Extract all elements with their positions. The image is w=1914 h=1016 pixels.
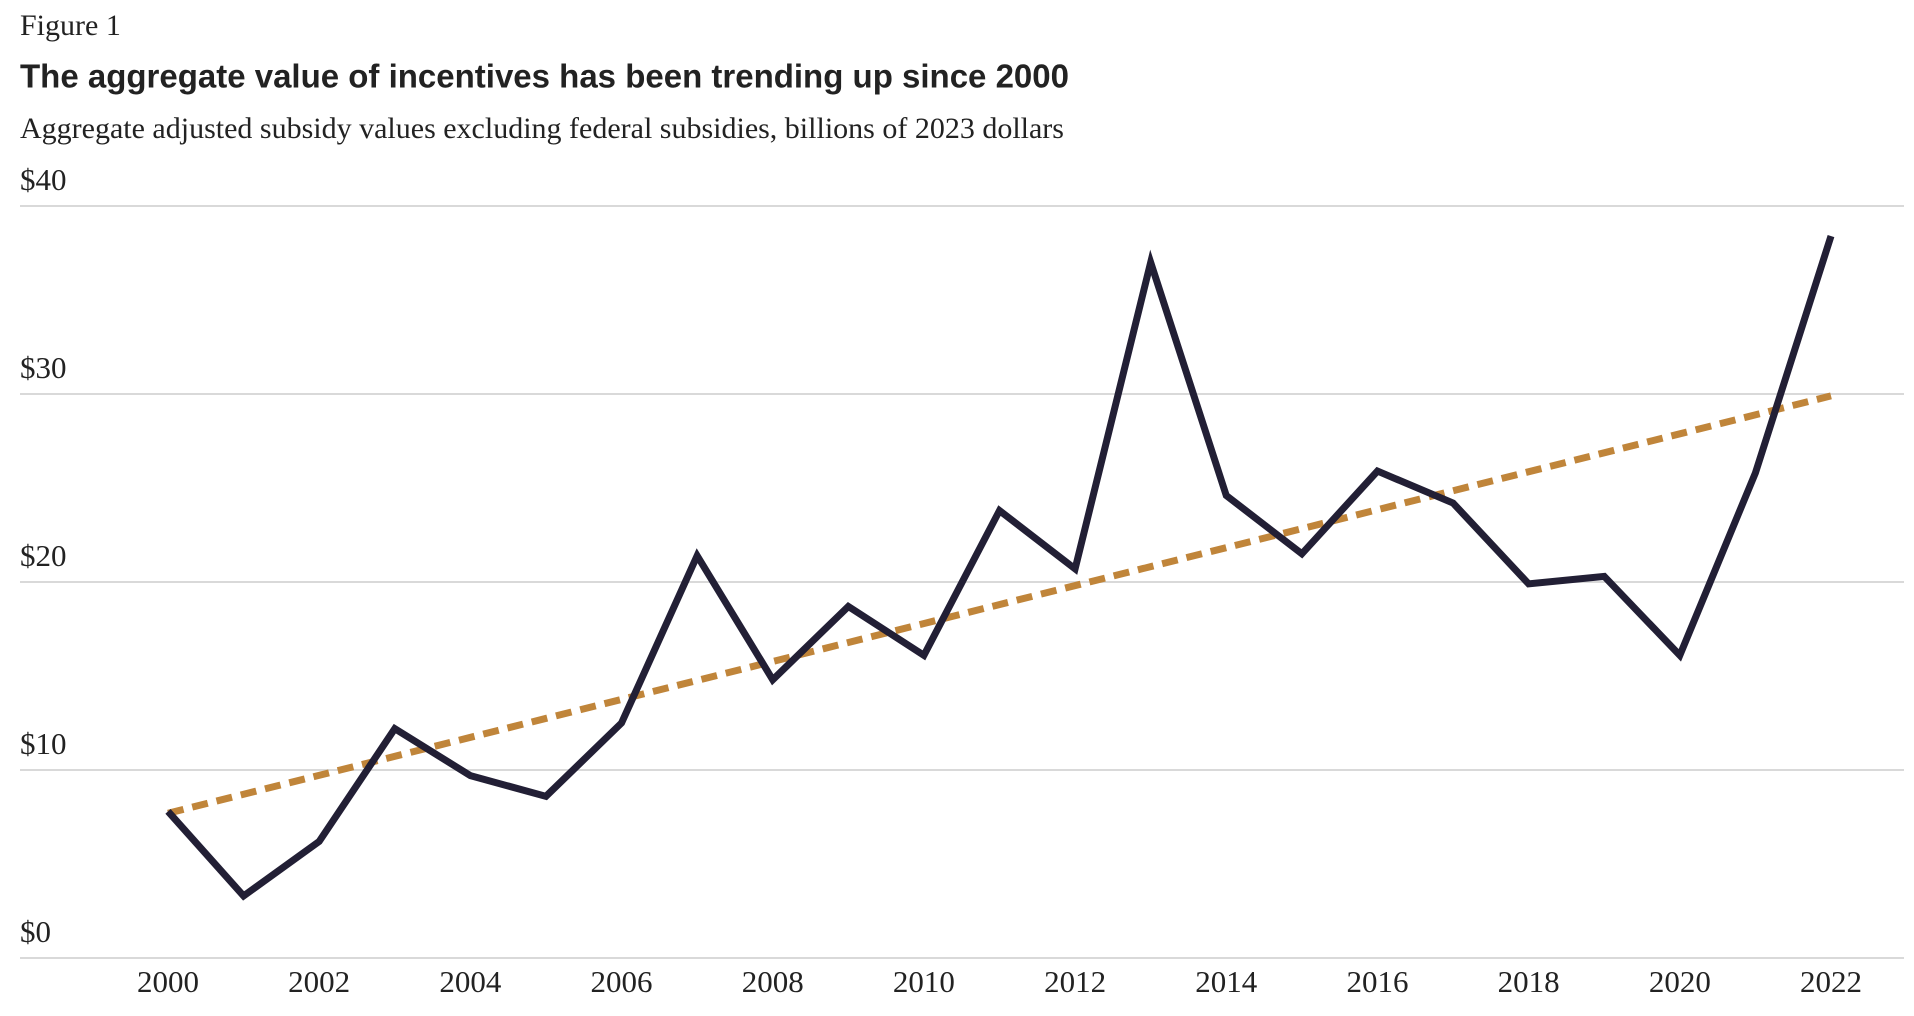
y-tick-label: $30 bbox=[20, 350, 67, 385]
trend-line bbox=[167, 392, 1832, 817]
x-tick-label: 2020 bbox=[1649, 964, 1711, 999]
x-tick-label: 2004 bbox=[439, 964, 502, 999]
x-tick-label: 2008 bbox=[742, 964, 804, 999]
y-tick-label: $10 bbox=[20, 726, 67, 761]
y-tick-label: $40 bbox=[20, 162, 67, 197]
x-tick-label: 2014 bbox=[1195, 964, 1258, 999]
y-tick-label: $0 bbox=[20, 914, 51, 949]
x-tick-label: 2022 bbox=[1800, 964, 1862, 999]
x-tick-label: 2018 bbox=[1498, 964, 1560, 999]
y-tick-label: $20 bbox=[20, 538, 67, 573]
x-tick-label: 2000 bbox=[137, 964, 199, 999]
chart-title: The aggregate value of incentives has be… bbox=[20, 58, 1069, 95]
x-tick-label: 2006 bbox=[591, 964, 653, 999]
x-tick-label: 2012 bbox=[1044, 964, 1106, 999]
chart-subtitle: Aggregate adjusted subsidy values exclud… bbox=[20, 112, 1064, 145]
x-tick-label: 2016 bbox=[1346, 964, 1408, 999]
data-line bbox=[165, 235, 1835, 901]
x-tick-label: 2002 bbox=[288, 964, 350, 999]
x-tick-label: 2010 bbox=[893, 964, 955, 999]
figure-label: Figure 1 bbox=[20, 9, 121, 42]
